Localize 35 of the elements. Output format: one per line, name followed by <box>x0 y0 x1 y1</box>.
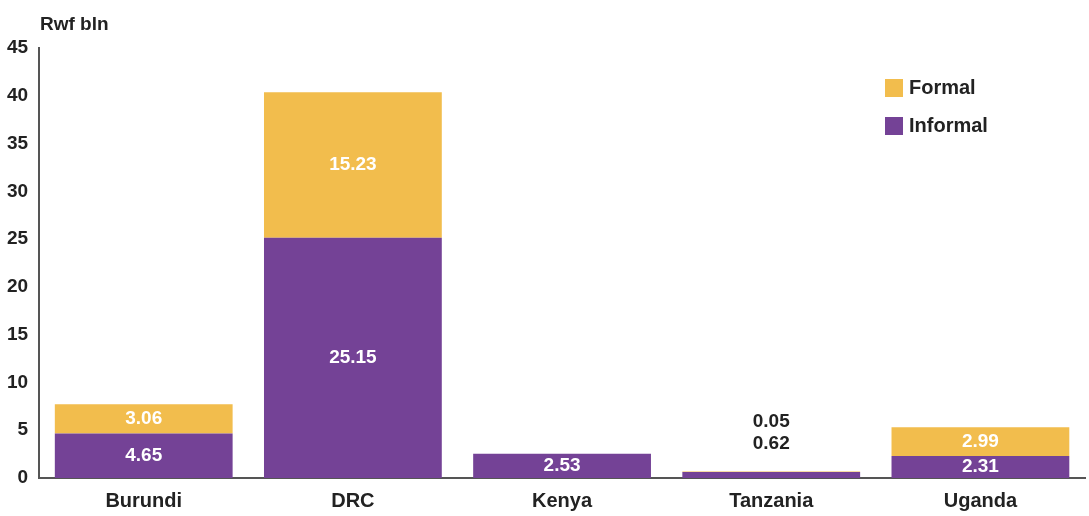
bar <box>473 453 651 478</box>
bar <box>54 404 233 434</box>
bar <box>682 472 861 478</box>
x-tick-label: Uganda <box>943 488 1018 511</box>
y-tick-label: 25 <box>6 227 29 249</box>
legend-label: Formal <box>909 75 976 98</box>
x-tick-label: DRC <box>331 488 375 511</box>
data-label: 2.99 <box>961 429 999 451</box>
data-label: 0.05 <box>752 410 791 432</box>
data-label: 15.23 <box>329 153 377 175</box>
x-tick-label: Kenya <box>532 488 593 511</box>
y-tick-label: 5 <box>17 418 29 440</box>
bar <box>891 455 1070 478</box>
data-label: 2.31 <box>961 455 1000 477</box>
y-tick-label: 15 <box>6 322 29 344</box>
data-label: 2.53 <box>543 454 581 476</box>
bar <box>891 427 1070 456</box>
y-tick-label: 10 <box>6 370 29 392</box>
y-tick-label: 0 <box>17 466 29 488</box>
data-label: 3.06 <box>125 407 163 429</box>
data-label: 25.15 <box>329 346 378 368</box>
y-tick-label: 45 <box>6 36 29 58</box>
x-tick-label: Tanzania <box>729 488 815 511</box>
bar <box>264 237 442 478</box>
y-tick-label: 40 <box>6 84 29 106</box>
y-tick-label: 30 <box>6 179 29 201</box>
data-label: 4.65 <box>125 444 163 466</box>
data-label: 0.62 <box>752 432 790 454</box>
y-tick-label: 35 <box>6 131 29 153</box>
bar <box>54 433 233 478</box>
y-tick-label: 20 <box>6 275 29 297</box>
bar <box>264 92 442 238</box>
y-axis-title: Rwf bln <box>40 13 109 35</box>
x-tick-label: Burundi <box>105 488 183 511</box>
legend-label: Informal <box>909 113 988 136</box>
